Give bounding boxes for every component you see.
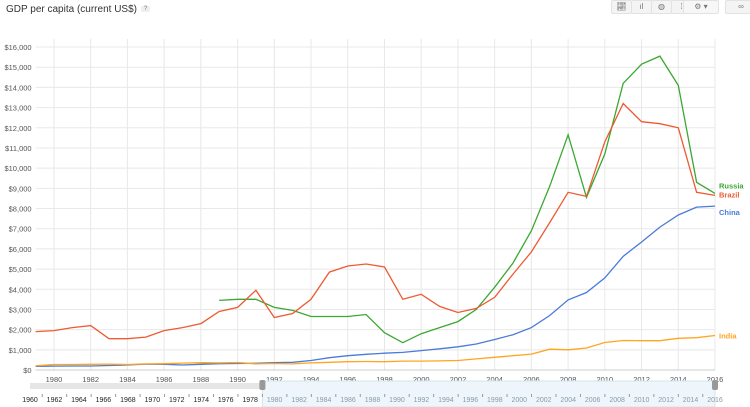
y-tick-label: $3,000 (9, 305, 32, 314)
x-tick-label: 2004 (486, 375, 503, 384)
link-icon: ∞ (738, 2, 744, 11)
timeline-year-label: 1982 (291, 397, 307, 404)
x-tick-label: 1990 (229, 375, 246, 384)
y-tick-label: $4,000 (9, 285, 32, 294)
timeline-year-label: 1998 (487, 397, 503, 404)
series-line-brazil (35, 102, 716, 340)
timeline-year-label: 1990 (389, 397, 405, 404)
timeline-year-label: 1976 (218, 397, 234, 404)
timeline-year-label: 1962 (47, 397, 63, 404)
timeline-year-label: 1970 (145, 397, 161, 404)
series-label-china: China (719, 208, 741, 217)
chart-title: GDP per capita (current US$)? (6, 4, 151, 15)
series-label-india: India (719, 331, 737, 340)
series-line-china (35, 205, 716, 368)
y-tick-label: $9,000 (9, 184, 32, 193)
timeline-year-label: 1980 (267, 397, 283, 404)
y-tick-label: $5,000 (9, 265, 32, 274)
series-line-russia (219, 55, 716, 344)
timeline-start-handle[interactable] (259, 380, 266, 390)
x-tick-label: 2014 (670, 375, 687, 384)
y-tick-label: $10,000 (4, 164, 31, 173)
timeline-year-label: 1974 (193, 397, 209, 404)
series-line-india (35, 334, 716, 367)
timeline-end-handle[interactable] (712, 380, 718, 390)
x-tick-label: 1982 (82, 375, 99, 384)
y-tick-label: $6,000 (9, 245, 32, 254)
timeline-year-label: 1988 (365, 397, 381, 404)
timeline-year-label: 2012 (658, 397, 674, 404)
timeline-year-label: 2010 (634, 397, 650, 404)
timeline-year-label: 2000 (511, 397, 527, 404)
timeline-year-label: 1978 (242, 397, 258, 404)
x-tick-label: 2000 (413, 375, 430, 384)
x-tick-label: 1980 (46, 375, 63, 384)
y-tick-label: $15,000 (4, 63, 31, 72)
timeline-year-label: 1994 (438, 397, 454, 404)
x-tick-label: 2016 (707, 375, 724, 384)
timeline-selection (261, 380, 716, 407)
help-button[interactable]: ? (140, 6, 151, 13)
timeline-year-label: 2004 (560, 397, 576, 404)
timeline-year-label: 1966 (96, 397, 112, 404)
y-tick-label: $8,000 (9, 205, 32, 214)
timeline-year-label: 2002 (536, 397, 552, 404)
settings-button[interactable]: ⚙ ▾ (683, 0, 719, 14)
timeline-year-label: 2008 (609, 397, 625, 404)
series-label-brazil: Brazil (719, 190, 739, 199)
timeline-year-label: 1968 (120, 397, 136, 404)
y-tick-label: $1,000 (9, 346, 32, 355)
x-tick-label: 1992 (266, 375, 283, 384)
y-tick-label: $12,000 (4, 124, 31, 133)
timeline-year-label: 1960 (22, 397, 38, 404)
y-tick-label: $2,000 (9, 326, 32, 335)
timeline-year-label: 1996 (463, 397, 479, 404)
y-tick-label: $16,000 (4, 43, 31, 52)
x-tick-label: 1998 (376, 375, 393, 384)
x-tick-label: 1984 (119, 375, 136, 384)
y-tick-label: $14,000 (4, 83, 31, 92)
timeline-year-label: 2006 (585, 397, 601, 404)
x-tick-label: 1988 (193, 375, 210, 384)
y-tick-label: $11,000 (5, 144, 32, 153)
timeline-year-label: 1984 (316, 397, 332, 404)
link-button[interactable]: ∞ (725, 0, 750, 14)
x-tick-label: 2012 (633, 375, 650, 384)
timeline-year-label: 2014 (683, 397, 699, 404)
gear-icon: ⚙ (694, 2, 702, 11)
x-tick-label: 1996 (339, 375, 356, 384)
timeline-year-label: 1986 (340, 397, 356, 404)
y-tick-label: $7,000 (9, 225, 32, 234)
timeline-year-label: 1972 (169, 397, 185, 404)
x-tick-label: 1994 (303, 375, 320, 384)
x-tick-label: 2008 (560, 375, 577, 384)
x-tick-label: 1986 (156, 375, 173, 384)
y-tick-label: $0 (23, 366, 31, 375)
timeline-year-label: 1992 (414, 397, 430, 404)
series-label-russia: Russia (719, 181, 744, 190)
x-tick-label: 2006 (523, 375, 540, 384)
timeline-year-label: 2016 (707, 397, 723, 404)
x-tick-label: 2010 (596, 375, 613, 384)
timeline-year-label: 1964 (71, 397, 87, 404)
y-tick-label: $13,000 (4, 104, 31, 113)
x-tick-label: 2002 (450, 375, 467, 384)
